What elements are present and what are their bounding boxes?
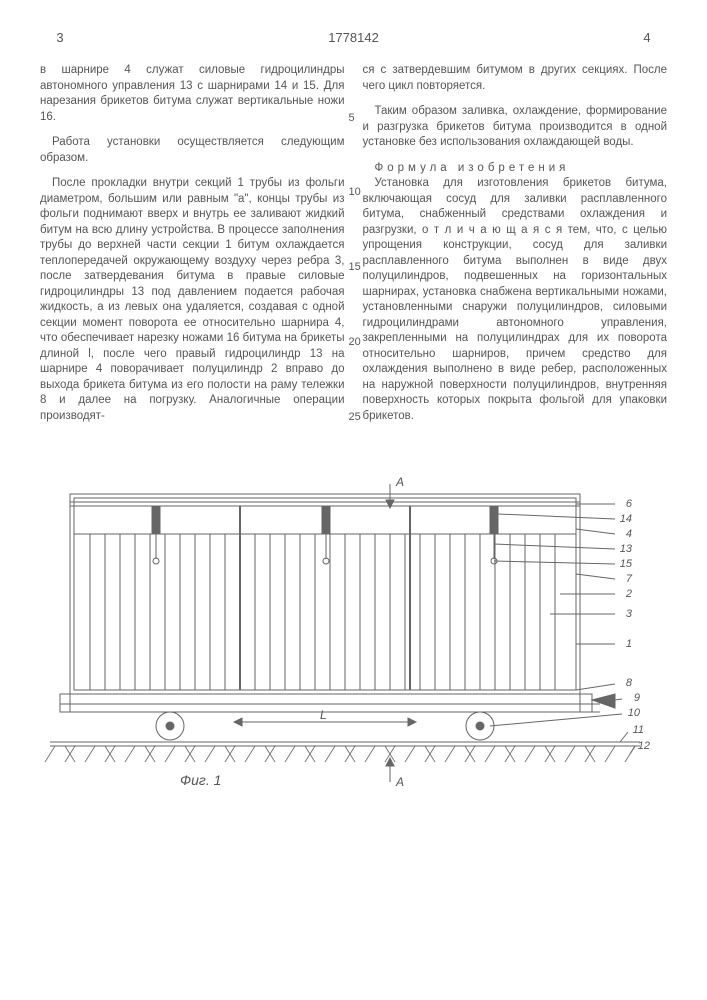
callout: 3 <box>626 608 632 620</box>
line-num: 5 <box>349 111 355 126</box>
callout: 10 <box>628 707 640 719</box>
line-num: 15 <box>349 260 361 275</box>
right-column: 5 10 15 20 25 ся с затвердевшим битумом … <box>363 63 668 434</box>
section-mark-top: A <box>395 475 404 489</box>
page-header: 3 1778142 4 <box>40 30 667 45</box>
callout: 14 <box>620 513 632 525</box>
callout: 8 <box>626 677 632 689</box>
callout: 15 <box>620 558 632 570</box>
callout: 13 <box>620 543 632 555</box>
callout: 6 <box>626 498 632 510</box>
left-para-3: После прокладки внутри секций 1 трубы из… <box>40 176 345 424</box>
figure-svg: A A L <box>40 464 650 794</box>
callout: 12 <box>638 740 650 752</box>
callout: 2 <box>626 588 632 600</box>
figure-label: Фиг. 1 <box>180 772 221 788</box>
right-para-3: Установка для изготовления брикетов биту… <box>363 176 668 424</box>
text-columns: в шарнире 4 служат силовые гидроцилиндры… <box>40 63 667 434</box>
figure-1: A A L 6 14 4 13 15 7 2 3 1 8 9 10 11 12 … <box>40 464 650 794</box>
document-number: 1778142 <box>328 30 379 45</box>
line-num: 10 <box>349 185 361 200</box>
left-para-2: Работа установки осуществляется следующи… <box>40 135 345 166</box>
callout: 4 <box>626 528 632 540</box>
callout: 1 <box>626 638 632 650</box>
page-number-right: 4 <box>637 30 657 45</box>
callout: 11 <box>633 724 644 736</box>
line-num: 20 <box>349 335 361 350</box>
page: 3 1778142 4 в шарнире 4 служат силовые г… <box>0 0 707 1000</box>
line-num: 25 <box>349 410 361 425</box>
left-para-1: в шарнире 4 служат силовые гидроцилиндры… <box>40 63 345 125</box>
callout: 9 <box>634 692 640 704</box>
callout: 7 <box>626 573 632 585</box>
section-mark-bottom: A <box>395 775 404 789</box>
left-column: в шарнире 4 служат силовые гидроцилиндры… <box>40 63 345 434</box>
formula-title: Формула изобретения <box>363 161 668 177</box>
right-para-1: ся с затвердевшим битумом в других секци… <box>363 63 668 94</box>
page-number-left: 3 <box>50 30 70 45</box>
right-para-2: Таким образом заливка, охлаждение, форми… <box>363 104 668 151</box>
dim-label-L: L <box>320 708 327 722</box>
formula-title-text: Формула изобретения <box>375 162 570 174</box>
